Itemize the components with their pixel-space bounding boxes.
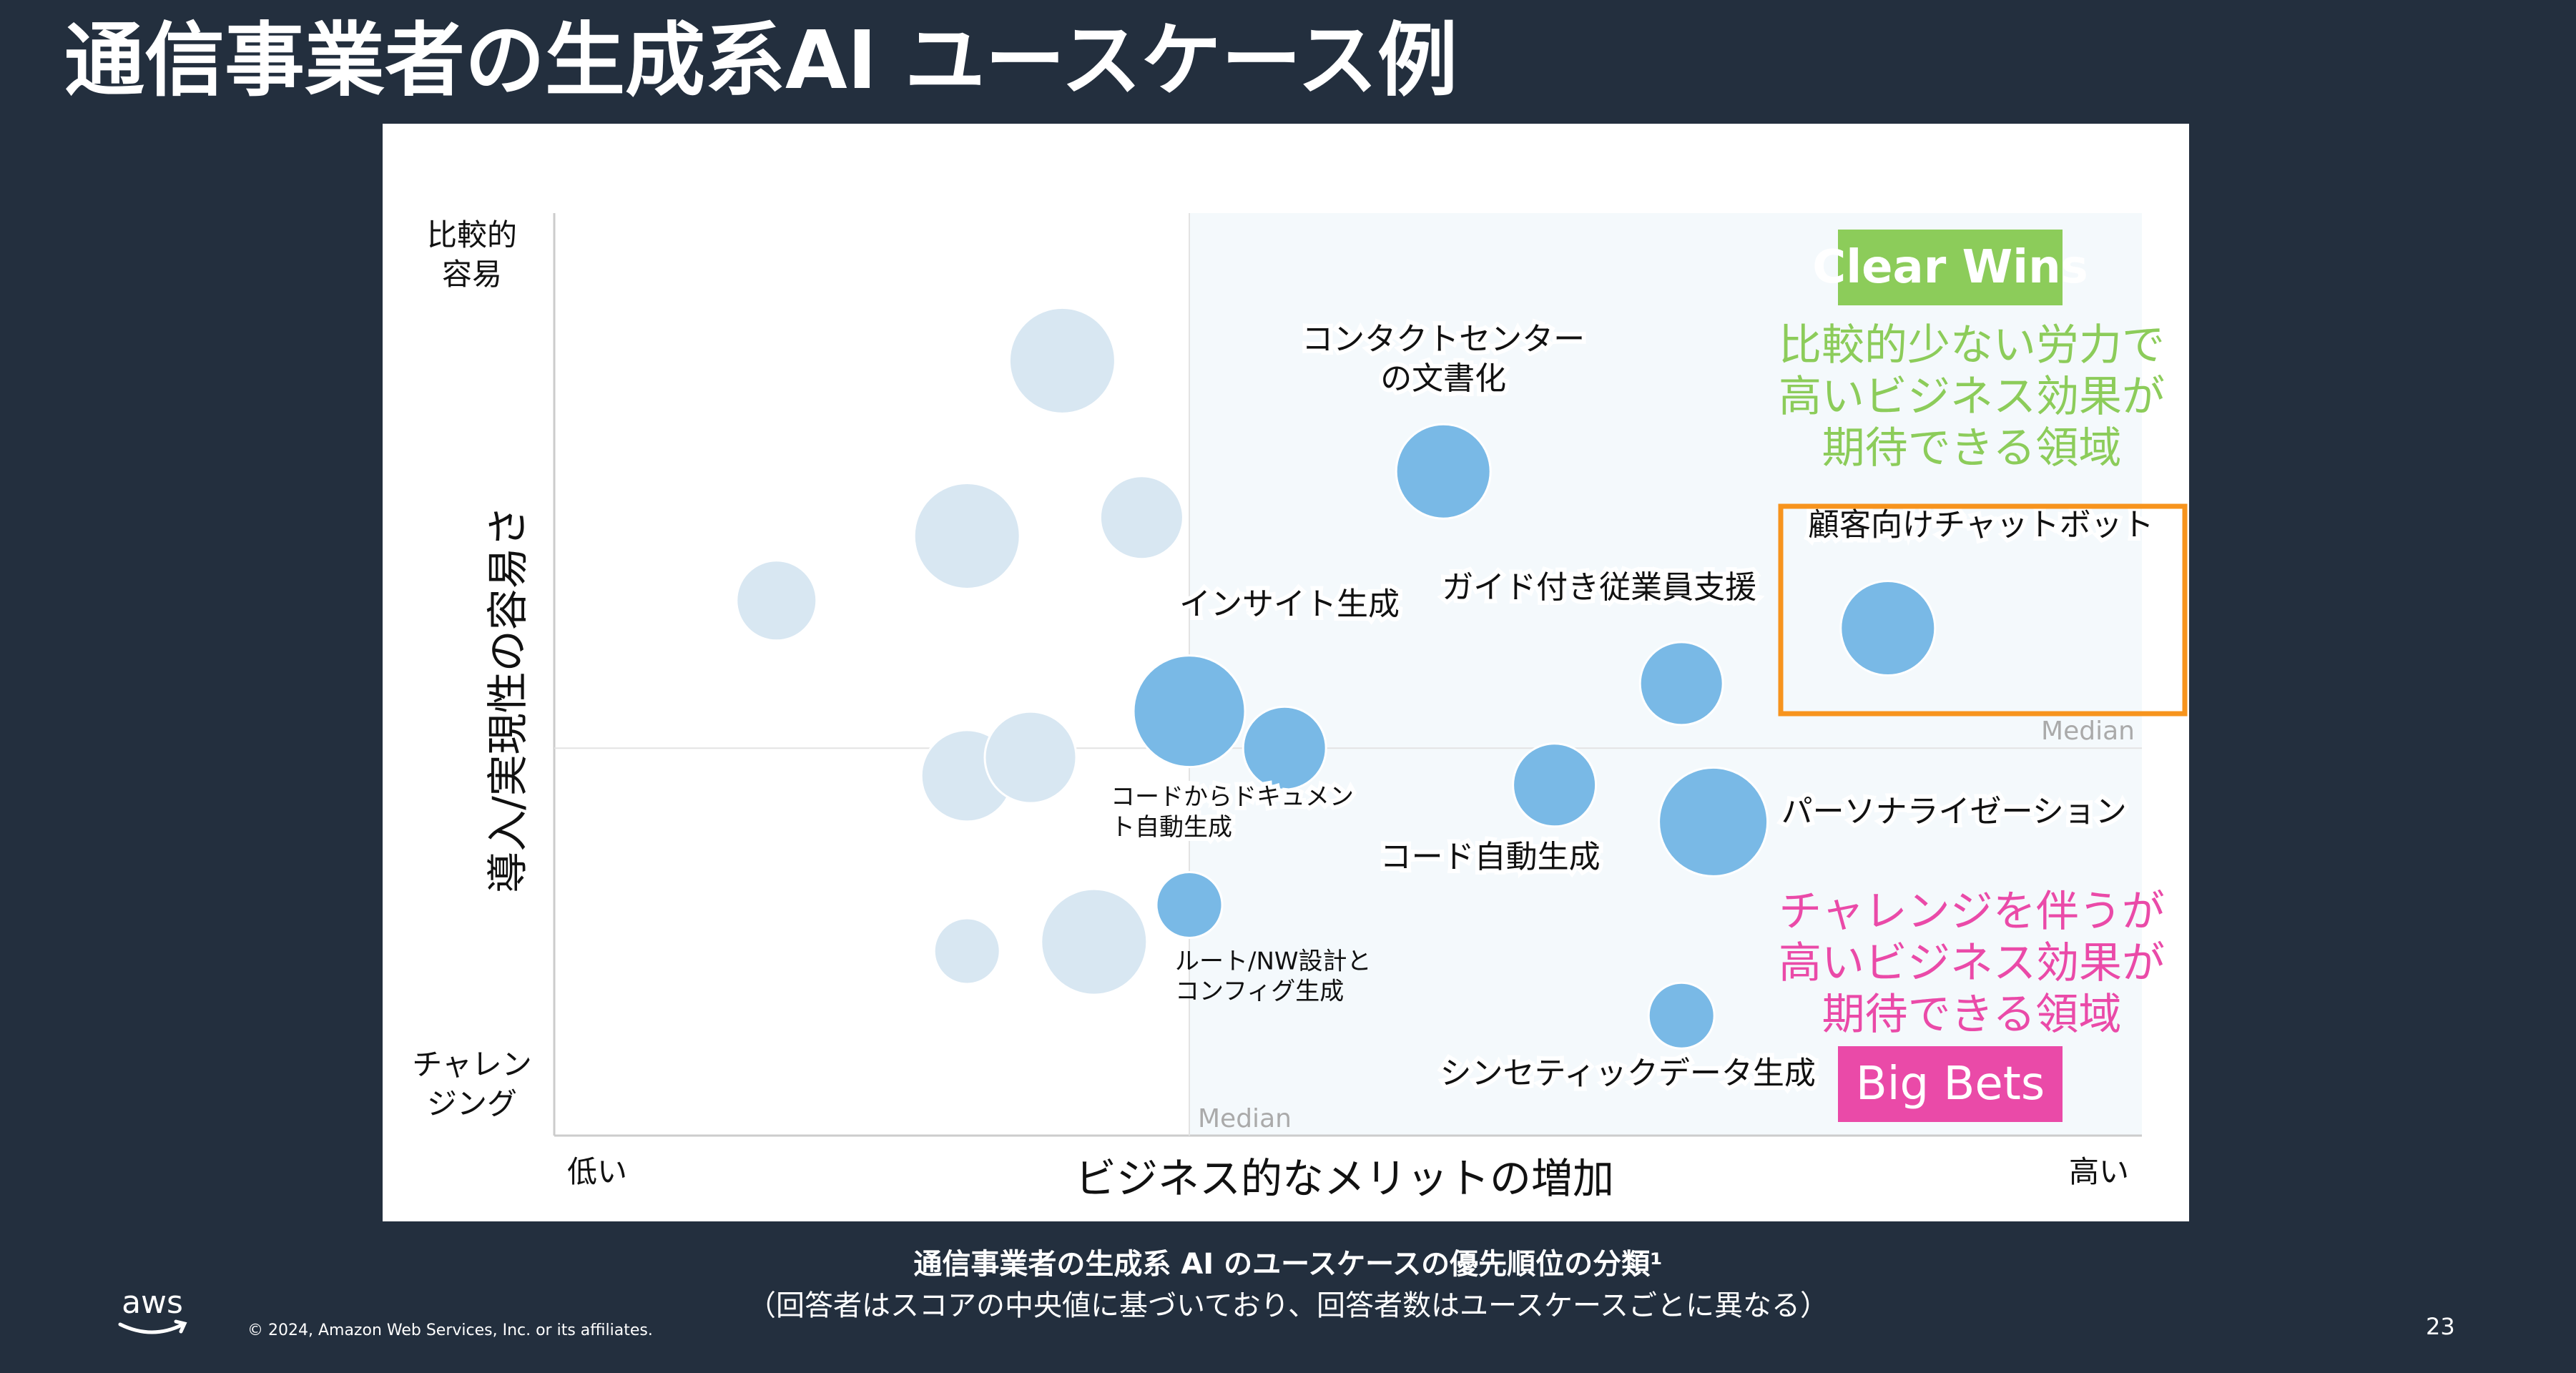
y-tick-high-line1: 比較的 <box>427 217 517 252</box>
bubble-label-3-line1: インサイト生成 <box>1179 586 1400 623</box>
y-tick-low-line1: チャレン <box>412 1047 532 1082</box>
bubble-label-8-line1: コードからドキュメン <box>1111 783 1354 812</box>
highlighted-bubble-2 <box>1839 580 1937 676</box>
highlight-callout-border <box>1778 503 2188 717</box>
faded-bubble-3 <box>1008 306 1116 415</box>
highlighted-bubble-6 <box>1512 742 1598 828</box>
slide-title: 通信事業者の生成系AI ユースケース例 <box>64 14 1458 107</box>
y-tick-high-line2: 容易 <box>442 257 502 292</box>
chart-panel: Median Median コンタクトセンター の文書化顧客向けチャットボットイン… <box>383 124 2189 1221</box>
faded-bubble-4 <box>1098 475 1184 561</box>
highlighted-bubble-1 <box>1395 423 1492 520</box>
bubble-label-1-line1: コンタクトセンター <box>1302 321 1585 358</box>
aws-logo: aws <box>118 1287 187 1334</box>
faded-bubble-1 <box>735 559 818 642</box>
highlighted-bubble-9 <box>1647 981 1716 1050</box>
route-config-label-line1: ルート/NW設計と <box>1175 948 1372 976</box>
clear-wins-description-line2: 高いビジネス効果が <box>1779 372 2165 422</box>
clear-wins-description-line3: 期待できる領域 <box>1822 423 2122 473</box>
x-axis-label: ビジネス的なメリットの増加 <box>1075 1154 1614 1203</box>
bubble-label-2-line1: 顧客向けチャットボット <box>1808 507 2154 543</box>
bubble-chart: Median Median コンタクトセンターの文書化顧客向けチャットボットイン… <box>404 213 2188 1203</box>
page-number: 23 <box>2426 1313 2455 1340</box>
chart-caption-subtitle: （回答者はスコアの中央値に基づいており、回答者数はユースケースごとに異なる） <box>747 1289 1829 1322</box>
clear-wins-description-line1: 比較的少ない労力で <box>1779 320 2165 370</box>
median-label-vertical: Median <box>1198 1104 1292 1133</box>
x-tick-high: 高い <box>2069 1154 2129 1189</box>
svg-text:aws: aws <box>122 1287 183 1321</box>
big-bets-description-line1: チャレンジを伴うが <box>1779 887 2164 937</box>
clear-wins-badge <box>1838 230 2063 305</box>
copyright-notice: © 2024, Amazon Web Services, Inc. or its… <box>247 1322 653 1339</box>
bubble-label-1-line2: の文書化 <box>1380 360 1506 397</box>
bubble-label-7-line1: パーソナライゼーション <box>1781 793 2127 830</box>
highlighted-bubble-8 <box>1155 871 1224 939</box>
clear-wins-label: Clear Wins <box>1812 241 2088 294</box>
bubble-label-8-line2: ト自動生成 <box>1111 813 1232 842</box>
route-config-label-line2: コンフィグ生成 <box>1175 978 1344 1006</box>
bubble-label-5-line1: ガイド付き従業員支援 <box>1442 569 1756 606</box>
highlighted-bubble-5 <box>1638 641 1724 727</box>
big-bets-label: Big Bets <box>1856 1058 2045 1111</box>
bubble-label-9-line1: シンセティックデータ生成 <box>1440 1055 1816 1091</box>
faded-bubble-8 <box>1040 887 1149 996</box>
bubble-label-6-line1: コード自動生成 <box>1380 839 1601 875</box>
bubbles-layer <box>735 306 1937 1050</box>
faded-bubble-2 <box>913 482 1021 590</box>
highlighted-bubble-3 <box>1132 654 1247 769</box>
highlighted-bubble-4 <box>1242 705 1327 791</box>
chart-caption: 通信事業者の生成系 AI のユースケースの優先順位の分類¹ <box>913 1248 1663 1281</box>
big-bets-description-line3: 期待できる領域 <box>1822 990 2122 1040</box>
big-bets-description-line2: 高いビジネス効果が <box>1779 938 2165 988</box>
y-tick-low-line2: ジング <box>427 1086 517 1121</box>
faded-bubble-6 <box>983 710 1078 804</box>
median-label-horizontal: Median <box>2041 717 2135 746</box>
y-tick-low-background <box>404 1046 540 1139</box>
highlighted-bubble-7 <box>1658 766 1769 877</box>
big-bets-badge <box>1838 1046 2063 1122</box>
faded-bubble-7 <box>933 917 1001 985</box>
y-axis-label: 導入/実現性の容易さ <box>483 506 532 893</box>
x-tick-low: 低い <box>567 1154 627 1189</box>
